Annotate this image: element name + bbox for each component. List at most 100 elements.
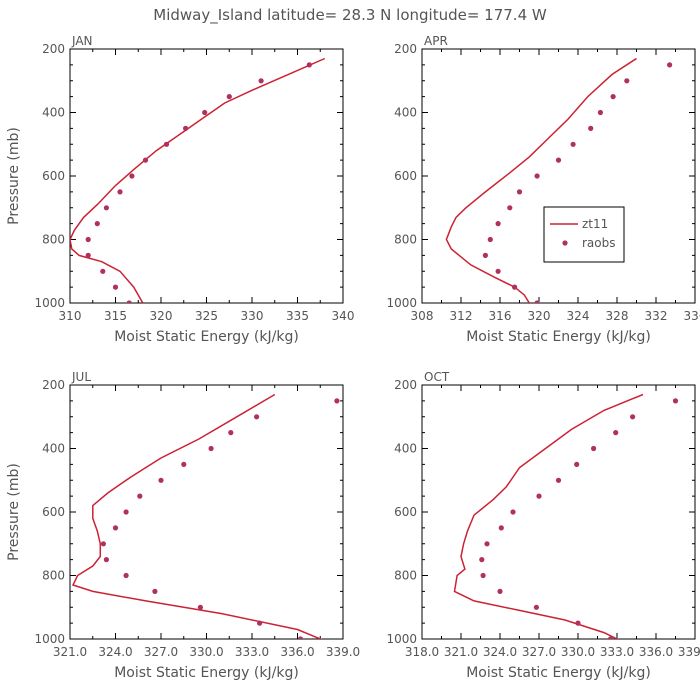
y-tick-label: 400 bbox=[394, 442, 417, 456]
raobs-point bbox=[123, 509, 129, 515]
raobs-point bbox=[510, 509, 516, 515]
x-tick-label: 339.0 bbox=[678, 645, 700, 659]
raobs-point bbox=[574, 461, 580, 467]
y-tick-label: 600 bbox=[394, 505, 417, 519]
raobs-point bbox=[555, 157, 562, 163]
raobs-point bbox=[484, 541, 490, 547]
panel-name: OCT bbox=[424, 370, 450, 384]
zt11-profile-line bbox=[453, 393, 644, 639]
x-tick-label: 312 bbox=[450, 309, 473, 323]
raobs-point bbox=[297, 636, 304, 639]
x-tick-label: 310 bbox=[59, 309, 82, 323]
raobs-point bbox=[137, 493, 143, 499]
raobs-point bbox=[306, 62, 312, 68]
x-tick-label: 320 bbox=[150, 309, 173, 323]
y-tick-label: 600 bbox=[394, 169, 417, 183]
raobs-point bbox=[85, 252, 91, 258]
x-tick-label: 330.0 bbox=[189, 645, 223, 659]
legend: zt11 raobs bbox=[543, 206, 625, 263]
x-tick-label: 315 bbox=[104, 309, 127, 323]
x-tick-label: 325 bbox=[195, 309, 218, 323]
x-tick-label: 336 bbox=[684, 309, 700, 323]
x-tick-label: 333.0 bbox=[600, 645, 634, 659]
raobs-point bbox=[129, 173, 135, 179]
plot-data bbox=[71, 393, 340, 639]
figure-title: Midway_Island latitude= 28.3 N longitude… bbox=[153, 6, 547, 25]
plot-frame bbox=[69, 384, 344, 640]
y-tick-label: 1000 bbox=[34, 632, 65, 646]
x-axis-label: Moist Static Energy (kJ/kg) bbox=[466, 665, 651, 681]
x-tick-label: 324.0 bbox=[98, 645, 132, 659]
raobs-point bbox=[228, 430, 234, 436]
raobs-point bbox=[152, 588, 158, 595]
raobs-point bbox=[112, 284, 119, 290]
raobs-point bbox=[334, 398, 340, 404]
y-tick-label: 800 bbox=[394, 569, 417, 583]
x-tick-label: 333.0 bbox=[235, 645, 269, 659]
raobs-point bbox=[208, 445, 214, 452]
raobs-point bbox=[624, 78, 630, 84]
zt11-profile-line bbox=[70, 57, 326, 303]
raobs-point bbox=[570, 141, 576, 147]
x-tick-label: 321.0 bbox=[444, 645, 478, 659]
y-tick-label: 800 bbox=[394, 233, 417, 247]
raobs-point bbox=[257, 620, 263, 626]
panel-name: JAN bbox=[71, 34, 93, 48]
legend-model-label: zt11 bbox=[582, 217, 608, 231]
x-tick-label: 339.0 bbox=[326, 645, 360, 659]
zt11-profile-line bbox=[71, 393, 323, 639]
raobs-point bbox=[482, 252, 488, 258]
raobs-point bbox=[197, 604, 203, 610]
raobs-point bbox=[607, 636, 614, 639]
x-tick-label: 320 bbox=[528, 309, 551, 323]
raobs-point bbox=[123, 572, 129, 579]
raobs-point bbox=[480, 572, 486, 579]
y-tick-label: 1000 bbox=[34, 296, 65, 310]
x-tick-label: 318.0 bbox=[405, 645, 439, 659]
x-tick-label: 330 bbox=[241, 309, 264, 323]
raobs-point bbox=[163, 141, 170, 147]
raobs-point bbox=[112, 525, 119, 531]
raobs-point bbox=[591, 445, 597, 452]
raobs-point bbox=[495, 268, 501, 274]
raobs-point bbox=[487, 236, 493, 243]
raobs-point bbox=[613, 430, 619, 436]
y-axis-label: Pressure (mb) bbox=[6, 463, 22, 561]
x-tick-label: 321.0 bbox=[53, 645, 87, 659]
raobs-point bbox=[226, 94, 232, 100]
raobs-point bbox=[495, 221, 501, 227]
x-tick-label: 324.0 bbox=[483, 645, 517, 659]
raobs-point bbox=[103, 205, 109, 211]
raobs-point bbox=[126, 300, 132, 303]
raobs-point bbox=[100, 541, 106, 547]
legend-box bbox=[543, 206, 625, 263]
x-tick-label: 340 bbox=[332, 309, 355, 323]
panel-name: JUL bbox=[71, 370, 91, 384]
raobs-point bbox=[202, 109, 208, 116]
y-tick-label: 200 bbox=[394, 378, 417, 392]
y-axis-label: Pressure (mb) bbox=[6, 127, 22, 225]
y-tick-label: 200 bbox=[394, 42, 417, 56]
x-tick-label: 328 bbox=[606, 309, 629, 323]
x-axis-label: Moist Static Energy (kJ/kg) bbox=[114, 329, 299, 345]
raobs-point bbox=[117, 189, 123, 195]
raobs-point bbox=[534, 300, 540, 303]
plot-frame bbox=[421, 48, 696, 304]
x-tick-label: 335 bbox=[286, 309, 309, 323]
plot-data bbox=[445, 57, 673, 303]
raobs-point bbox=[511, 284, 518, 290]
raobs-point bbox=[254, 414, 260, 420]
y-tick-label: 200 bbox=[42, 42, 65, 56]
raobs-point bbox=[94, 221, 100, 227]
x-tick-label: 327.0 bbox=[522, 645, 556, 659]
y-tick-label: 400 bbox=[394, 106, 417, 120]
plot-data bbox=[453, 393, 679, 639]
raobs-point bbox=[85, 236, 91, 243]
y-tick-label: 400 bbox=[42, 106, 65, 120]
raobs-point bbox=[516, 189, 523, 195]
